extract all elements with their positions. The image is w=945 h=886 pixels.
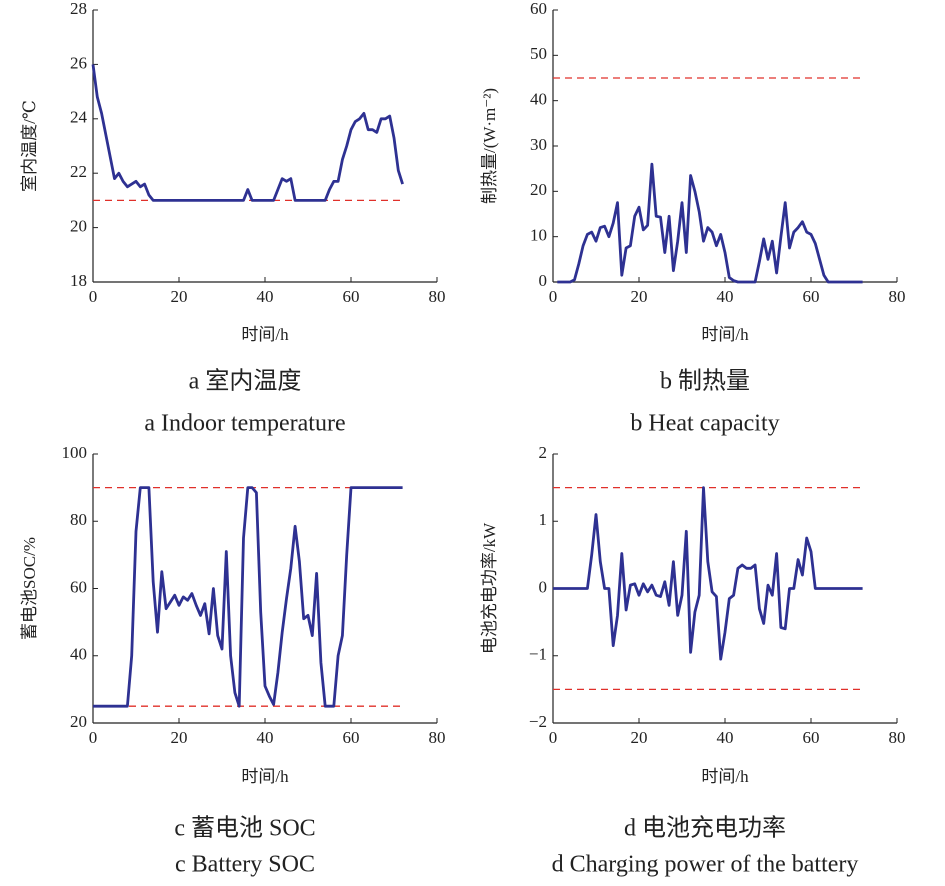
x-axis-label: 时间/h <box>241 325 289 344</box>
y-axis-label: 蓄电池SOC/% <box>20 537 39 640</box>
caption-cn: d 电池充电功率 <box>624 815 786 842</box>
x-tick-label: 0 <box>89 728 98 747</box>
x-tick-label: 60 <box>803 287 820 306</box>
y-tick-label: 20 <box>530 180 547 199</box>
x-tick-label: 40 <box>717 728 734 747</box>
y-tick-label: 50 <box>530 44 547 63</box>
y-tick-label: 2 <box>539 443 548 462</box>
caption-cn: b 制热量 <box>660 368 750 395</box>
y-tick-label: 0 <box>539 271 548 290</box>
y-axis-label: 制热量/(W·m⁻²) <box>480 88 499 204</box>
x-tick-label: 80 <box>429 287 446 306</box>
caption-en: d Charging power of the battery <box>552 852 859 878</box>
y-tick-label: 100 <box>62 443 88 462</box>
x-tick-label: 0 <box>89 287 98 306</box>
x-tick-label: 40 <box>717 287 734 306</box>
y-tick-label: 24 <box>70 108 88 127</box>
x-tick-label: 60 <box>343 728 360 747</box>
y-tick-label: 26 <box>70 53 87 72</box>
y-tick-label: 28 <box>70 0 87 18</box>
caption-en: a Indoor temperature <box>144 411 345 437</box>
x-tick-label: 20 <box>171 287 188 306</box>
subplot: 18 20 22 24 26 28 0 20 40 60 80 时间/h 室内温度/℃ a 室内温度 a I… <box>20 0 446 437</box>
x-tick-label: 20 <box>631 728 648 747</box>
y-tick-label: 30 <box>530 135 547 154</box>
y-tick-label: 60 <box>70 577 87 596</box>
y-tick-label: 40 <box>70 645 87 664</box>
x-tick-label: 0 <box>549 287 558 306</box>
x-tick-label: 40 <box>257 287 274 306</box>
data-line <box>93 486 403 708</box>
x-axis-label: 时间/h <box>241 767 289 786</box>
x-tick-label: 20 <box>171 728 188 747</box>
caption-cn: a 室内温度 <box>189 368 302 395</box>
x-tick-label: 80 <box>429 728 446 747</box>
x-tick-label: 40 <box>257 728 274 747</box>
y-tick-label: 20 <box>70 712 87 731</box>
x-tick-label: 0 <box>549 728 558 747</box>
data-line <box>91 64 404 202</box>
y-tick-label: −1 <box>529 645 547 664</box>
data-line <box>553 486 863 661</box>
x-tick-label: 80 <box>889 728 906 747</box>
y-axis-label: 电池充电功率/kW <box>480 522 499 654</box>
x-tick-label: 20 <box>631 287 648 306</box>
y-tick-label: 20 <box>70 217 87 236</box>
caption-cn: c 蓄电池 SOC <box>174 815 315 842</box>
y-tick-label: 40 <box>530 90 547 109</box>
x-tick-label: 60 <box>803 728 820 747</box>
y-tick-label: 80 <box>70 510 87 529</box>
x-axis-label: 时间/h <box>701 767 749 786</box>
y-tick-label: −2 <box>529 712 547 731</box>
x-tick-label: 60 <box>343 287 360 306</box>
y-tick-label: 22 <box>70 162 87 181</box>
data-line <box>557 162 863 284</box>
y-tick-label: 60 <box>530 0 547 18</box>
caption-en: c Battery SOC <box>175 852 315 878</box>
subplot: 0 10 20 30 40 50 60 0 20 40 60 80 时间/h 制热量/(W·m⁻²) b 制… <box>480 0 906 437</box>
y-tick-label: 18 <box>70 271 87 290</box>
y-tick-label: 10 <box>530 226 547 245</box>
x-tick-label: 80 <box>889 287 906 306</box>
x-axis-label: 时间/h <box>701 325 749 344</box>
y-tick-label: 0 <box>539 577 548 596</box>
caption-en: b Heat capacity <box>630 411 779 437</box>
y-tick-label: 1 <box>539 510 548 529</box>
y-axis-label: 室内温度/℃ <box>20 100 39 192</box>
